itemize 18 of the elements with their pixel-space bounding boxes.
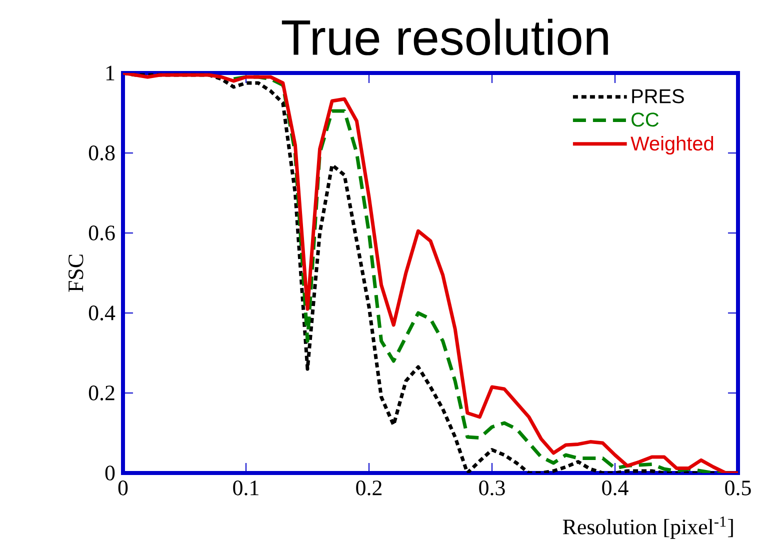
x-axis-title: Resolution [pixel$^{-1}$] <box>562 516 733 539</box>
y-tick-label: 0.6 <box>88 226 115 240</box>
x-tick-label: 0.4 <box>602 480 628 496</box>
legend-label: CC <box>632 112 659 127</box>
y-tick-label: 0 <box>105 466 115 480</box>
y-tick-label: 0.4 <box>88 306 116 320</box>
y-tick-label: 1 <box>106 66 114 80</box>
x-tick-label: 0.2 <box>356 480 382 496</box>
x-tick-label: 0 <box>118 480 128 496</box>
y-tick-label: 0.2 <box>88 386 114 400</box>
x-tick-label: 0.3 <box>479 480 505 496</box>
y-axis-title: FSC <box>68 254 84 292</box>
chart-title: True resolution <box>282 18 608 56</box>
x-tick-label: 0.5 <box>725 480 751 496</box>
legend-label: Weighted <box>630 136 714 155</box>
legend-label: PRES <box>632 89 684 104</box>
x-tick-label: 0.1 <box>233 480 258 496</box>
y-tick-label: 0.8 <box>88 146 115 160</box>
